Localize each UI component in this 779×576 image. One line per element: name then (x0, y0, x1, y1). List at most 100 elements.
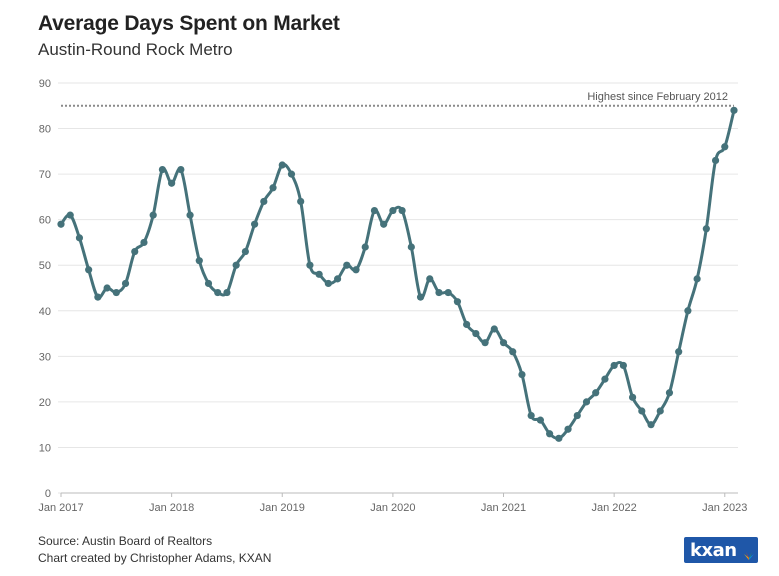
data-point (592, 389, 600, 397)
y-tick-label: 70 (39, 169, 51, 181)
data-point (343, 261, 351, 269)
data-point (711, 156, 720, 165)
data-point (675, 348, 683, 356)
y-axis-ticks: 0 10 20 30 40 50 60 70 80 90 (39, 78, 51, 500)
x-tick-label: Jan 2018 (149, 502, 194, 514)
data-point (269, 184, 277, 192)
y-tick-label: 80 (39, 124, 51, 136)
series-group (57, 106, 738, 442)
data-point (297, 197, 305, 206)
reference-line-label: Highest since February 2012 (587, 91, 728, 103)
x-tick-label: Jan 2020 (370, 502, 415, 514)
data-point (472, 329, 480, 338)
data-point (333, 275, 342, 283)
data-point (518, 370, 526, 379)
y-tick-label: 90 (39, 78, 51, 90)
data-point (426, 275, 434, 283)
data-point (647, 421, 655, 429)
data-point (306, 261, 314, 269)
reference-line-group: Highest since February 2012 (61, 91, 734, 107)
data-point (287, 170, 296, 178)
data-point (186, 211, 194, 219)
data-point (380, 220, 388, 228)
data-point (499, 339, 508, 347)
data-point (112, 288, 120, 297)
data-point (177, 165, 185, 174)
data-point (619, 361, 627, 370)
data-point (398, 206, 406, 215)
data-point (435, 288, 443, 297)
data-point (481, 339, 489, 347)
data-point (223, 288, 231, 297)
data-point (721, 143, 729, 151)
data-point (453, 298, 462, 306)
data-point (684, 307, 692, 315)
x-tick-label: Jan 2019 (260, 502, 305, 514)
footer-notes: Source: Austin Board of Realtors Chart c… (38, 533, 271, 567)
data-point (140, 238, 148, 247)
data-point (702, 225, 710, 233)
series-line (59, 108, 736, 440)
data-point (601, 375, 609, 383)
y-tick-label: 0 (45, 488, 51, 500)
data-point (315, 270, 323, 278)
data-point (168, 179, 176, 187)
data-point (444, 288, 452, 297)
chart-title: Average Days Spent on Market (38, 12, 340, 35)
data-point (546, 430, 554, 438)
y-tick-label: 40 (39, 306, 51, 318)
data-point (241, 247, 249, 256)
data-point (527, 411, 535, 420)
peacock-icon (744, 552, 754, 560)
kxan-logo: kxan (684, 537, 758, 563)
y-tick-label: 60 (39, 215, 51, 227)
data-point (407, 243, 415, 251)
x-tick-label: Jan 2022 (592, 502, 637, 514)
credit-text: Chart created by Christopher Adams, KXAN (38, 551, 272, 565)
y-tick-label: 50 (39, 260, 51, 272)
gridlines (58, 82, 738, 494)
data-point (260, 197, 268, 206)
data-point (370, 206, 379, 215)
data-point (656, 407, 664, 415)
data-point (352, 266, 360, 274)
data-point (693, 275, 701, 283)
data-point (628, 393, 637, 401)
data-point (57, 220, 65, 228)
x-tick-label: Jan 2017 (38, 502, 83, 514)
y-tick-label: 20 (39, 397, 51, 409)
data-point (582, 398, 591, 406)
data-point (573, 411, 581, 420)
data-point (278, 161, 286, 169)
data-point (536, 416, 544, 424)
data-point (131, 247, 139, 256)
source-text: Source: Austin Board of Realtors (38, 534, 213, 548)
data-point (638, 407, 646, 415)
data-point (158, 165, 167, 174)
data-point (204, 279, 213, 288)
data-point (463, 320, 471, 329)
data-point (509, 348, 517, 356)
data-point (324, 279, 332, 288)
data-point (75, 234, 84, 242)
data-point (195, 257, 203, 265)
x-tick-label: Jan 2021 (481, 502, 526, 514)
data-point (361, 243, 369, 251)
y-tick-label: 10 (39, 442, 51, 454)
data-point (149, 211, 157, 219)
data-point (555, 434, 563, 442)
data-point (665, 389, 674, 397)
x-axis-ticks: Jan 2017 Jan 2018 Jan 2019 Jan 2020 Jan 2021… (38, 493, 747, 514)
data-point (85, 266, 93, 274)
data-point (610, 361, 618, 370)
data-point (214, 288, 222, 297)
data-point (730, 106, 738, 114)
data-point (416, 293, 425, 301)
data-point (232, 261, 240, 269)
data-point (490, 325, 498, 333)
data-point (103, 284, 111, 292)
y-tick-label: 30 (39, 351, 51, 363)
data-point (389, 206, 397, 215)
logo-text: kxan (690, 539, 737, 561)
